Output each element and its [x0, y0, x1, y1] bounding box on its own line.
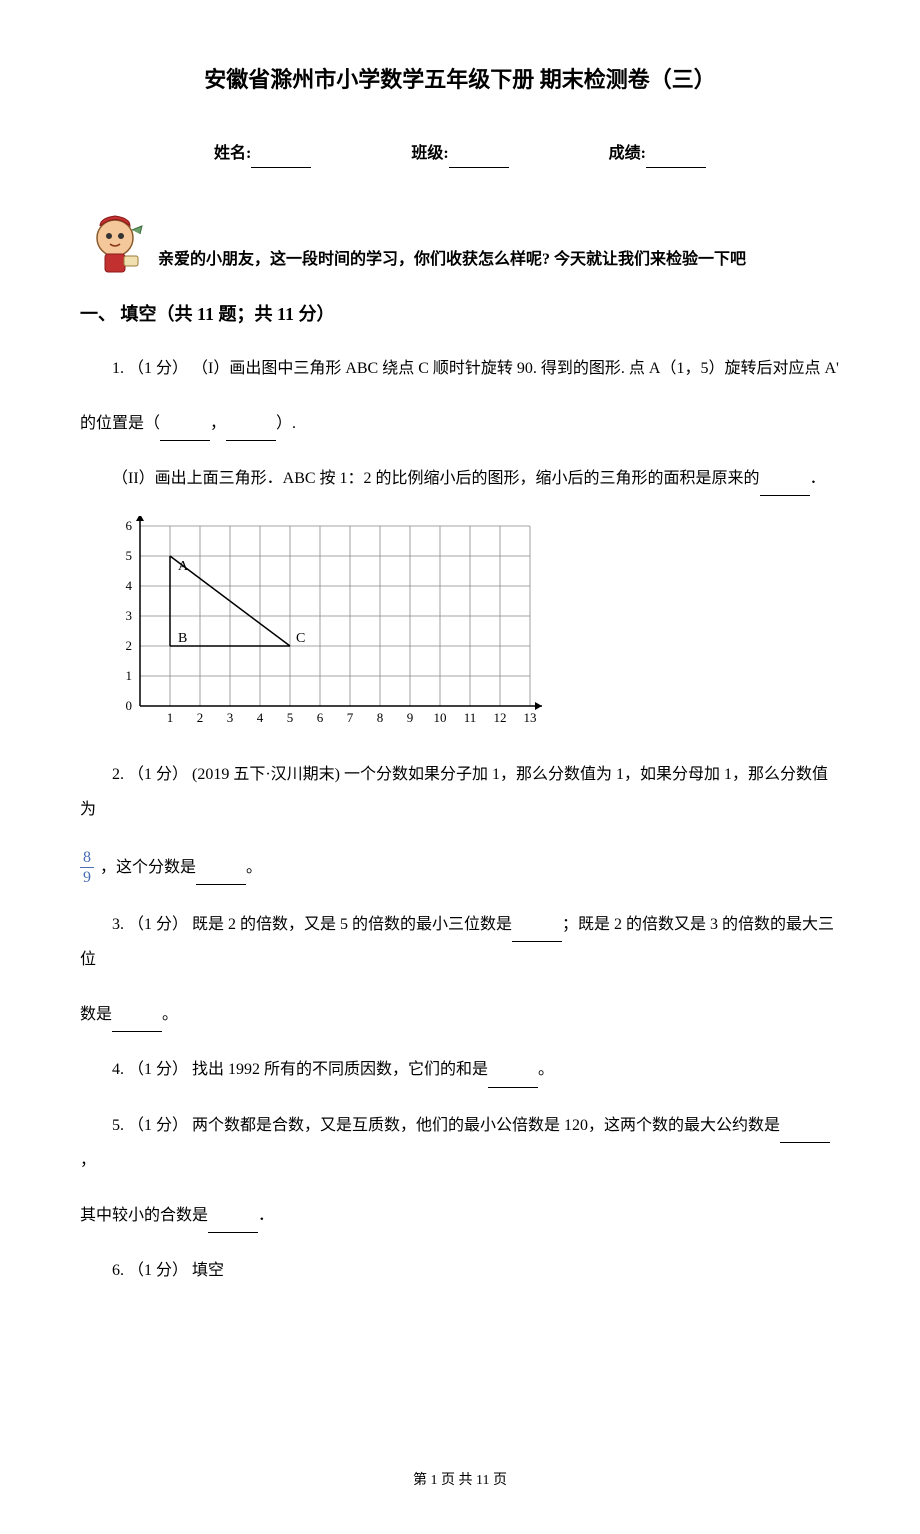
q5-blank-1[interactable]	[780, 1124, 830, 1143]
page-footer: 第 1 页 共 11 页	[80, 1468, 840, 1493]
svg-text:0: 0	[126, 698, 133, 713]
class-label: 班级:	[411, 145, 448, 162]
q5-text-c: 其中较小的合数是	[80, 1207, 208, 1224]
q3-blank-1[interactable]	[512, 923, 562, 942]
question-3: 3. （1 分） 既是 2 的倍数，又是 5 的倍数的最小三位数是；既是 2 的…	[80, 907, 840, 977]
question-1-part1: 1. （1 分） （I）画出图中三角形 ABC 绕点 C 顺时针旋转 90. 得…	[80, 351, 840, 386]
q1-blank-1[interactable]	[160, 422, 210, 441]
q6-text: 6. （1 分） 填空	[112, 1262, 224, 1279]
question-6: 6. （1 分） 填空	[80, 1253, 840, 1288]
svg-text:9: 9	[407, 710, 414, 725]
svg-text:13: 13	[524, 710, 537, 725]
q4-text-a: 4. （1 分） 找出 1992 所有的不同质因数，它们的和是	[112, 1061, 488, 1078]
section-1-header: 一、 填空（共 11 题；共 11 分）	[80, 298, 840, 330]
class-blank[interactable]	[449, 149, 509, 168]
question-1-part1-cont: 的位置是（ ， ）.	[80, 406, 840, 441]
q5-text-b: ，	[80, 1152, 96, 1169]
q2-fraction: 8 9	[80, 848, 94, 887]
question-5-cont: 其中较小的合数是 ．	[80, 1198, 840, 1233]
page-title: 安徽省滁州市小学数学五年级下册 期末检测卷（三）	[80, 60, 840, 100]
q4-text-b: 。	[538, 1061, 554, 1078]
svg-text:5: 5	[287, 710, 294, 725]
q1-p1-prefix: 1. （1 分） （I）画出图中三角形 ABC 绕点 C 顺时针旋转 90. 得…	[112, 360, 839, 377]
q1-p1-a: 的位置是（	[80, 415, 160, 432]
q3-blank-2[interactable]	[112, 1013, 162, 1032]
svg-text:1: 1	[126, 668, 133, 683]
student-info-row: 姓名: 班级: 成绩:	[80, 140, 840, 169]
svg-text:B: B	[178, 631, 187, 646]
svg-text:6: 6	[317, 710, 324, 725]
svg-text:8: 8	[377, 710, 384, 725]
svg-text:5: 5	[126, 548, 133, 563]
mascot-icon	[80, 208, 150, 278]
q1-blank-2[interactable]	[226, 422, 276, 441]
svg-text:6: 6	[126, 518, 133, 533]
question-3-cont: 数是 。	[80, 997, 840, 1032]
question-4: 4. （1 分） 找出 1992 所有的不同质因数，它们的和是 。	[80, 1052, 840, 1087]
q2-text-c: 。	[246, 859, 262, 876]
svg-text:10: 10	[434, 710, 447, 725]
svg-text:3: 3	[227, 710, 234, 725]
svg-text:12: 12	[494, 710, 507, 725]
q5-text-a: 5. （1 分） 两个数都是合数，又是互质数，他们的最小公倍数是 120，这两个…	[112, 1117, 780, 1134]
question-1-part2: （II）画出上面三角形．ABC 按 1：2 的比例缩小后的图形，缩小后的三角形的…	[80, 461, 840, 496]
triangle-graph: 123456789101112130123456ABC	[110, 516, 840, 737]
question-5: 5. （1 分） 两个数都是合数，又是互质数，他们的最小公倍数是 120，这两个…	[80, 1108, 840, 1178]
class-field: 班级:	[411, 140, 508, 169]
svg-text:7: 7	[347, 710, 354, 725]
q1-blank-3[interactable]	[760, 477, 810, 496]
q2-frac-num: 8	[80, 848, 94, 868]
svg-text:11: 11	[464, 710, 477, 725]
q3-text-c: 数是	[80, 1006, 112, 1023]
score-label: 成绩:	[609, 145, 646, 162]
q2-blank[interactable]	[196, 866, 246, 885]
q1-p1-b: ，	[210, 415, 226, 432]
q5-text-d: ．	[258, 1207, 274, 1224]
svg-text:2: 2	[197, 710, 204, 725]
name-field: 姓名:	[214, 140, 311, 169]
svg-text:C: C	[296, 631, 305, 646]
svg-text:1: 1	[167, 710, 174, 725]
graph-svg: 123456789101112130123456ABC	[110, 516, 560, 726]
score-blank[interactable]	[646, 149, 706, 168]
name-blank[interactable]	[251, 149, 311, 168]
q1-p2-text: （II）画出上面三角形．ABC 按 1：2 的比例缩小后的图形，缩小后的三角形的…	[112, 470, 760, 487]
question-2-cont: 8 9 ，这个分数是 。	[80, 848, 840, 887]
name-label: 姓名:	[214, 145, 251, 162]
q3-text-a: 3. （1 分） 既是 2 的倍数，又是 5 的倍数的最小三位数是	[112, 916, 512, 933]
svg-text:2: 2	[126, 638, 133, 653]
q2-text-a: 2. （1 分） (2019 五下·汉川期末) 一个分数如果分子加 1，那么分数…	[80, 766, 828, 818]
svg-text:3: 3	[126, 608, 133, 623]
q2-frac-den: 9	[80, 868, 94, 887]
q4-blank[interactable]	[488, 1068, 538, 1087]
q1-p2-suffix: ．	[810, 470, 826, 487]
q1-p1-c: ）.	[276, 415, 296, 432]
q5-blank-2[interactable]	[208, 1214, 258, 1233]
svg-text:4: 4	[126, 578, 133, 593]
score-field: 成绩:	[609, 140, 706, 169]
q3-text-d: 。	[162, 1006, 178, 1023]
svg-text:A: A	[178, 559, 189, 574]
intro-text: 亲爱的小朋友，这一段时间的学习，你们收获怎么样呢? 今天就让我们来检验一下吧	[158, 246, 746, 279]
intro-row: 亲爱的小朋友，这一段时间的学习，你们收获怎么样呢? 今天就让我们来检验一下吧	[80, 208, 840, 278]
svg-text:4: 4	[257, 710, 264, 725]
q2-text-b: ，这个分数是	[100, 859, 196, 876]
question-2: 2. （1 分） (2019 五下·汉川期末) 一个分数如果分子加 1，那么分数…	[80, 757, 840, 827]
